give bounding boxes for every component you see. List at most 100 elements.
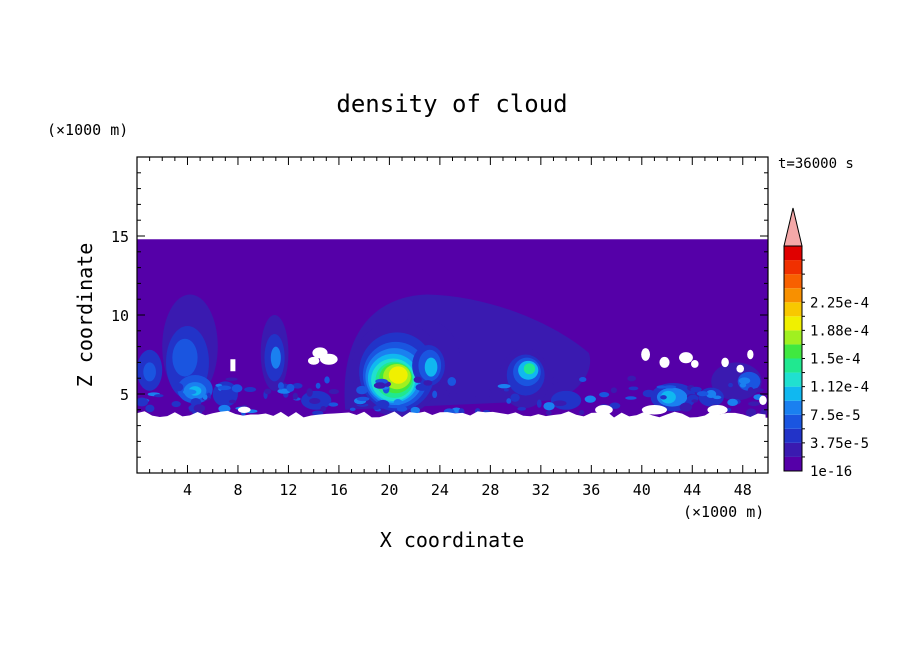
density-speckle [306,388,313,397]
colorbar-swatch [784,274,802,289]
density-speckle [231,384,243,393]
density-speckle [277,382,284,390]
density-speckle [312,410,324,416]
density-speckle [752,388,764,393]
density-speckle [286,383,295,392]
density-speckle [609,402,621,409]
density-speckle [579,377,587,383]
density-speckle [610,387,618,394]
density-speckle [145,404,155,413]
colorbar-swatch [784,246,802,261]
colorbar: 1e-16 3.75e-5 7.5e-5 1.12e-4 1.5e-4 1.88e-4 2.… [783,207,869,480]
density-speckle [510,393,520,402]
cloud-free-patch [641,405,668,415]
density-speckle [410,406,421,414]
colorbar-swatch [784,344,802,359]
chart-title: density of cloud [336,90,567,118]
density-speckle [396,406,408,412]
density-speckle [393,399,403,406]
cloud-free-patch [691,360,699,368]
colorbar-label: 2.25e-4 [810,295,869,311]
density-speckle [292,383,303,389]
density-speckle [432,390,438,399]
density-speckle [193,404,206,413]
x-tick-label: 24 [431,481,449,499]
colorbar-swatch [784,260,802,275]
density-speckle [584,395,596,403]
density-speckle [415,383,429,391]
density-speckle [506,398,512,404]
density-speckle [551,377,558,385]
x-tick-label: 32 [532,481,550,499]
density-speckle [690,386,702,393]
density-speckle [497,383,511,389]
cloud-free-patch [679,352,693,364]
density-speckle [599,391,610,398]
cloud-free-patch [747,349,754,360]
colorbar-label: 1.12e-4 [810,380,869,396]
density-speckle [705,390,717,399]
colorbar-swatch [784,316,802,331]
cloud-free-patch [736,364,745,373]
density-speckle [745,408,757,418]
y-unit-label: (×1000 m) [47,121,128,139]
cloud-free-patch [707,405,728,415]
density-speckle [228,399,237,404]
cloud-free-patch [319,353,338,365]
density-speckle [154,394,164,398]
colorbar-label: 1.88e-4 [810,323,869,339]
density-contour [388,366,408,384]
density-speckle [320,405,327,412]
colorbar-swatch [784,400,802,415]
x-tick-label: 44 [683,481,701,499]
density-speckle [503,388,509,392]
density-speckle [483,389,492,398]
density-speckle [579,410,585,415]
colorbar-label: 3.75e-5 [810,436,869,452]
density-contour [424,357,438,377]
density-speckle [309,397,321,404]
density-speckle [356,385,368,395]
cloud-free-patch [721,357,729,368]
density-speckle [349,407,356,412]
cloud-free-patch [759,395,767,406]
colorbar-extend-arrow [783,207,803,247]
density-speckle [517,407,527,411]
density-speckle [627,375,637,382]
x-tick-label: 16 [330,481,348,499]
density-contour [550,390,582,410]
density-speckle [173,382,184,392]
density-speckle [315,382,321,389]
density-speckle [679,402,693,412]
density-speckle [739,382,747,388]
density-speckle [218,404,231,413]
density-speckle [264,388,272,395]
density-speckle [628,386,639,391]
time-label: t=36000 s [778,156,854,172]
colorbar-swatch [784,288,802,303]
x-unit-label: (×1000 m) [683,503,764,521]
density-speckle [423,380,433,386]
density-speckle [642,389,655,398]
density-speckle [545,410,552,416]
density-speckle [726,407,732,412]
density-speckle [217,385,232,391]
y-tick-label: 5 [120,386,129,404]
density-speckle [728,382,733,388]
density-contour [523,363,536,375]
density-speckle [356,396,370,402]
density-speckle [376,399,390,409]
colorbar-swatch [784,414,802,429]
colorbar-swatch [784,372,802,387]
upper-empty-region [137,157,768,240]
density-speckle [447,377,457,386]
x-axis-label: X coordinate [380,528,525,552]
cloud-free-region [137,410,768,473]
cloud-free-patch [230,359,236,372]
density-field [137,157,768,473]
y-tick-label: 10 [111,307,129,325]
colorbar-label: 7.5e-5 [810,408,861,424]
colorbar-swatch [784,302,802,317]
density-speckle [656,385,667,389]
density-speckle [552,400,567,407]
